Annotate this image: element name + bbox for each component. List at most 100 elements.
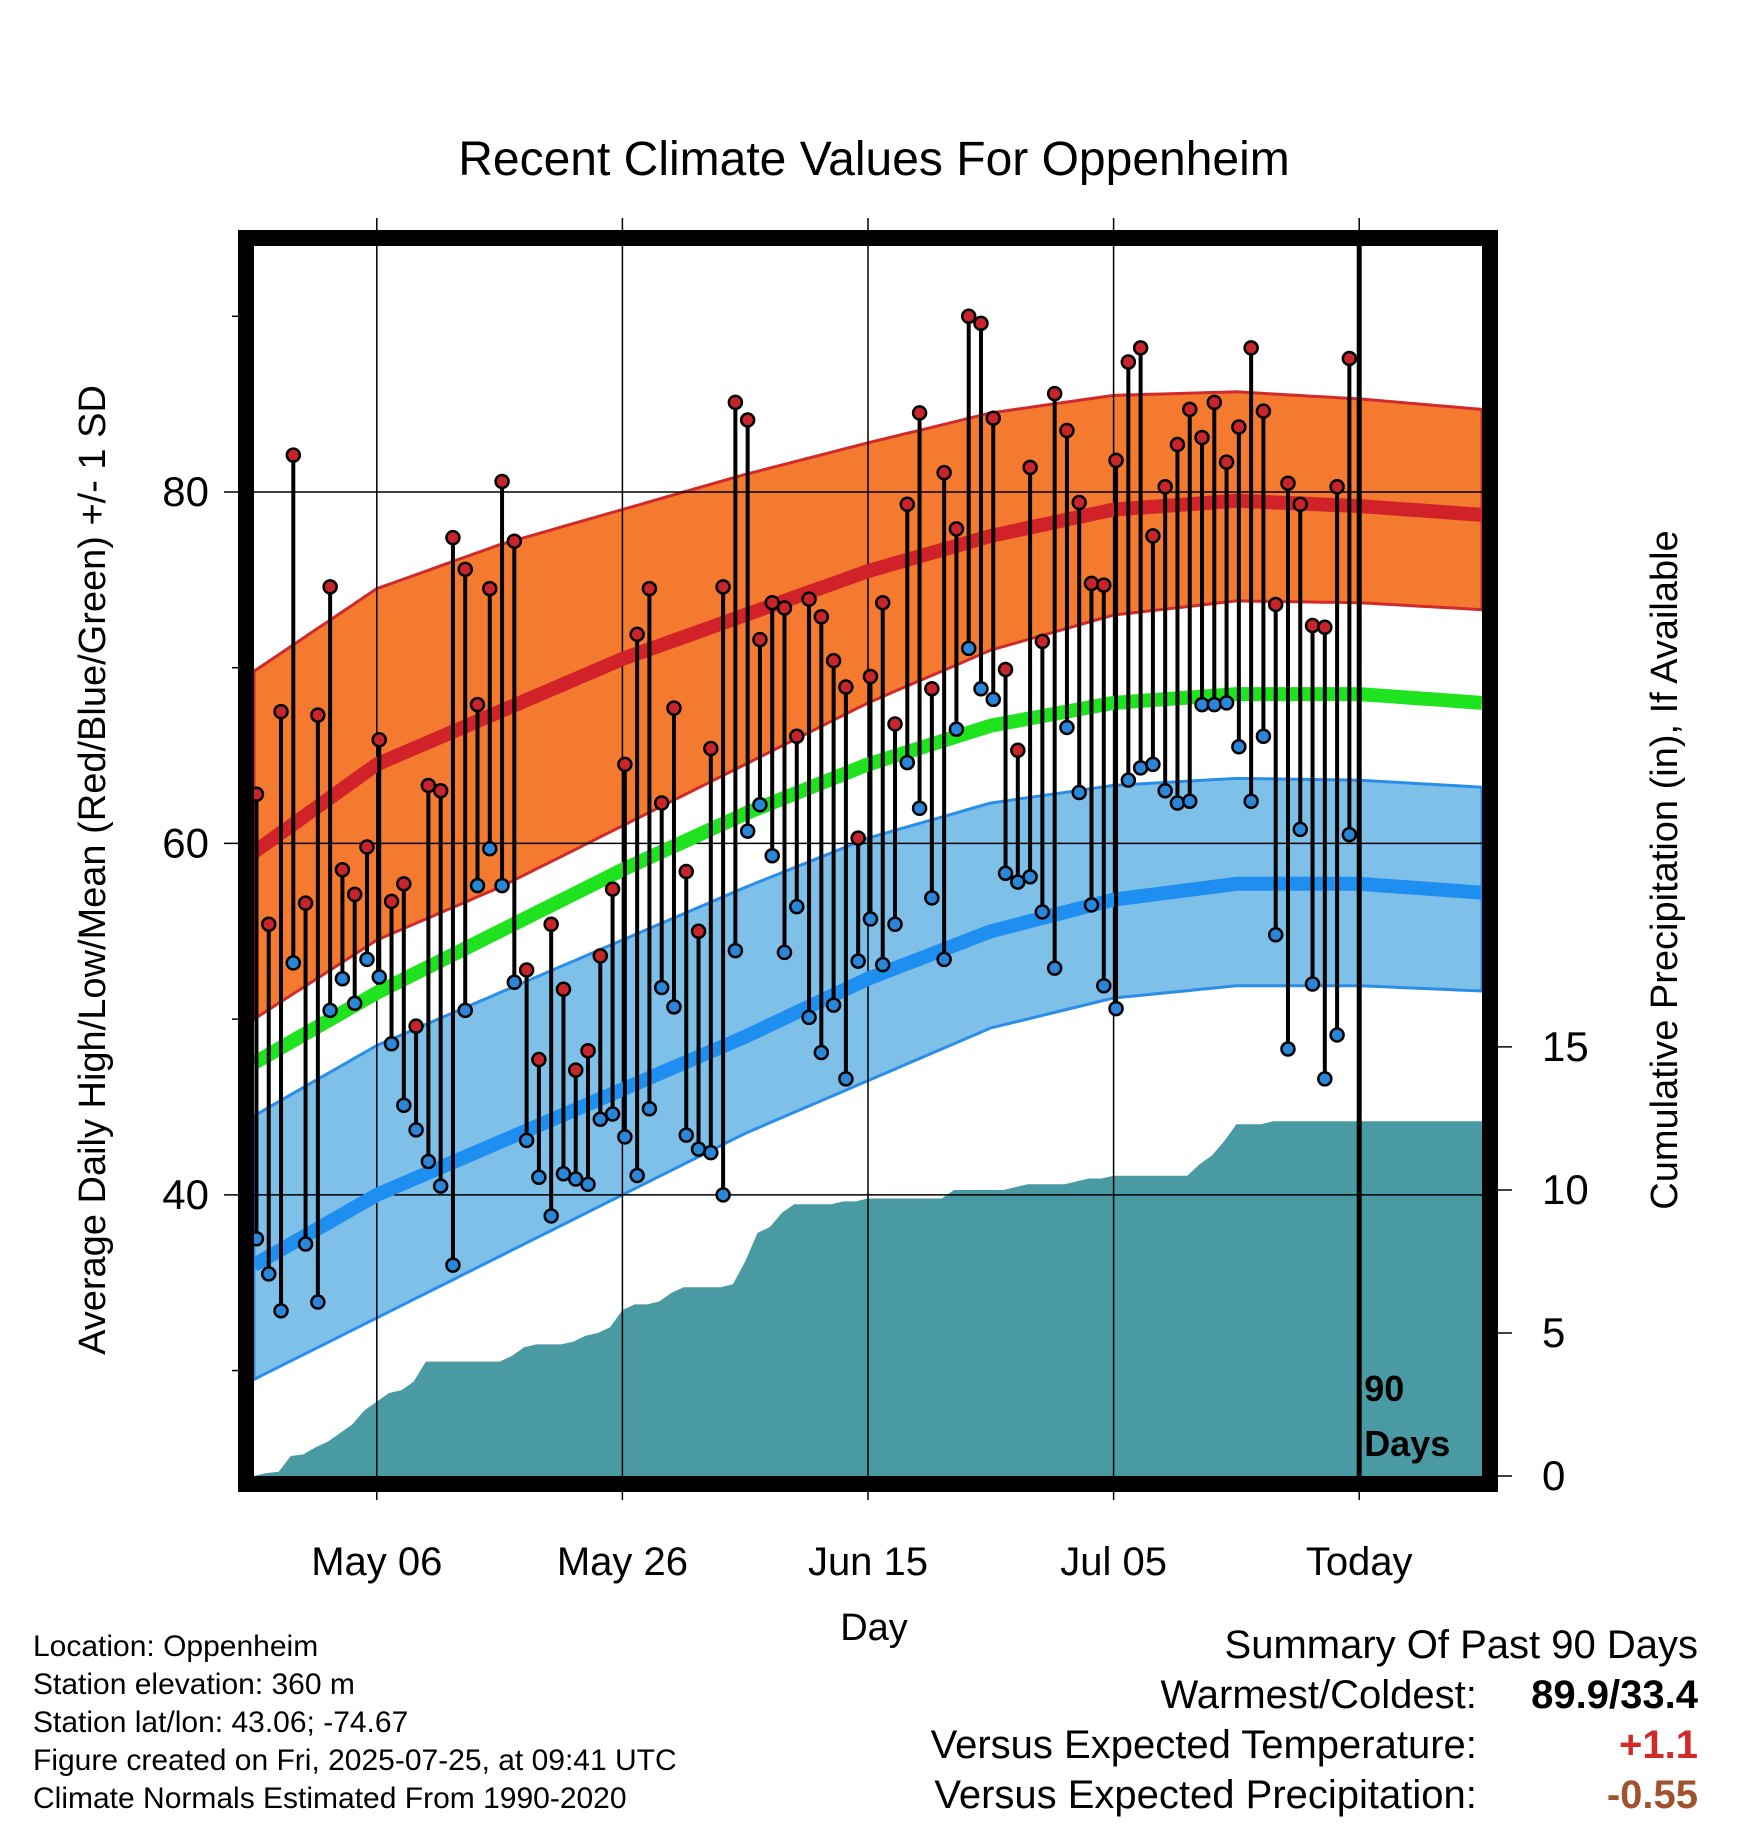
daily-low-point [764, 847, 780, 864]
daily-low-point [260, 1266, 277, 1282]
daily-low-point [874, 956, 891, 973]
plot-area: 90 Days May 06 May 26 Jun 15 Jul 05 Today 40 60 8… [162, 218, 1589, 1584]
daily-high-point [997, 661, 1014, 678]
daily-low-point [850, 953, 866, 969]
daily-low-point [924, 890, 940, 906]
daily-high-point [727, 394, 744, 411]
daily-high-point [359, 839, 375, 855]
daily-low-point [1304, 976, 1321, 992]
y-axis-label: Average Daily High/Low/Mean (Red/Blue/Gr… [72, 385, 114, 1355]
normals-text: Climate Normals Estimated From 1990-2020 [33, 1782, 627, 1815]
daily-high-point [1083, 575, 1100, 592]
x-tick-label: Jul 05 [1060, 1540, 1167, 1584]
daily-high-point [838, 679, 854, 695]
daily-low-point [1120, 772, 1137, 788]
daily-high-point [1022, 459, 1038, 476]
daily-low-point [383, 1035, 400, 1052]
daily-high-point [739, 412, 756, 428]
daily-high-point [457, 561, 473, 578]
daily-low-point [801, 1009, 817, 1026]
warmest-value: 89.9/33.4 [1531, 1673, 1698, 1717]
daily-low-point [862, 911, 879, 927]
daily-low-point [1317, 1071, 1333, 1087]
daily-high-point [285, 447, 302, 463]
daily-high-point [1034, 633, 1051, 650]
daily-low-point [678, 1127, 695, 1143]
daily-low-point [641, 1101, 658, 1117]
daily-low-point [1206, 696, 1223, 713]
daily-low-point [310, 1294, 326, 1310]
daily-high-point [604, 881, 621, 897]
daily-low-point [457, 1002, 473, 1019]
daily-low-point [1329, 1027, 1345, 1043]
daily-high-point [273, 703, 289, 720]
daily-low-point [1267, 927, 1284, 943]
daily-low-point [997, 865, 1014, 882]
daily-high-point [1341, 350, 1358, 367]
summary-temp-row: Versus Expected Temperature: +1.1 [931, 1720, 1698, 1770]
daily-low-point [580, 1176, 596, 1193]
daily-low-point [482, 840, 498, 857]
daily-high-point [887, 716, 903, 732]
x-tick-label: Today [1306, 1540, 1413, 1584]
daily-high-point [580, 1043, 596, 1059]
temp-label: Versus Expected Temperature: [930, 1723, 1477, 1767]
daily-high-point [346, 886, 363, 903]
daily-high-point [924, 681, 940, 697]
daily-high-point [396, 876, 412, 892]
daily-high-point [432, 782, 449, 799]
daily-low-point [666, 999, 682, 1015]
daily-low-point [494, 877, 510, 894]
daily-high-point [948, 521, 965, 537]
daily-low-point [960, 640, 977, 657]
daily-low-point [285, 955, 302, 971]
daily-high-point [862, 668, 879, 685]
daily-low-point [408, 1122, 424, 1138]
daily-high-point [936, 464, 952, 481]
daily-high-point [1194, 429, 1210, 446]
daily-high-point [297, 895, 314, 911]
daily-low-point [396, 1097, 412, 1113]
daily-high-point [801, 591, 817, 607]
daily-low-point [506, 974, 523, 990]
daily-high-point [592, 948, 609, 964]
daily-high-point [1280, 475, 1296, 491]
high-sd-band [254, 390, 1482, 1021]
daily-high-point [408, 1018, 424, 1034]
daily-low-point [899, 754, 916, 771]
daily-low-point [1292, 821, 1309, 838]
x-axis-label: Day [840, 1607, 908, 1649]
y2-tick-label: 10 [1542, 1166, 1589, 1213]
daily-high-point [310, 707, 326, 723]
daily-low-point [346, 995, 363, 1012]
daily-high-point [1157, 478, 1173, 495]
daily-low-point [1010, 874, 1026, 890]
daily-high-point [1046, 385, 1063, 402]
daily-high-point [1255, 403, 1272, 419]
daily-high-point [260, 916, 277, 933]
daily-low-point [715, 1187, 731, 1203]
daily-high-point [322, 579, 338, 595]
daily-low-point [1096, 978, 1112, 994]
y2-tick-label: 0 [1542, 1452, 1565, 1499]
daily-low-point [838, 1071, 854, 1087]
daily-low-point [518, 1132, 535, 1149]
daily-high-point [690, 923, 707, 940]
daily-high-point [752, 631, 768, 648]
y-tick-label: 40 [162, 1171, 209, 1218]
daily-high-point [1243, 340, 1259, 356]
daily-low-point [752, 797, 768, 813]
daily-low-point [1181, 793, 1198, 810]
daily-low-point [567, 1171, 584, 1187]
daily-high-point [1145, 528, 1161, 544]
daily-low-point [531, 1169, 547, 1186]
daily-low-point [1071, 784, 1087, 801]
daily-low-point [1157, 782, 1173, 799]
daily-high-point [1218, 454, 1235, 470]
daily-high-point [985, 410, 1002, 426]
y-tick-label: 80 [162, 468, 209, 515]
daily-high-point [1267, 596, 1284, 613]
daily-high-point [531, 1051, 547, 1068]
daily-high-point [1206, 394, 1223, 411]
daily-low-point [1022, 869, 1038, 885]
